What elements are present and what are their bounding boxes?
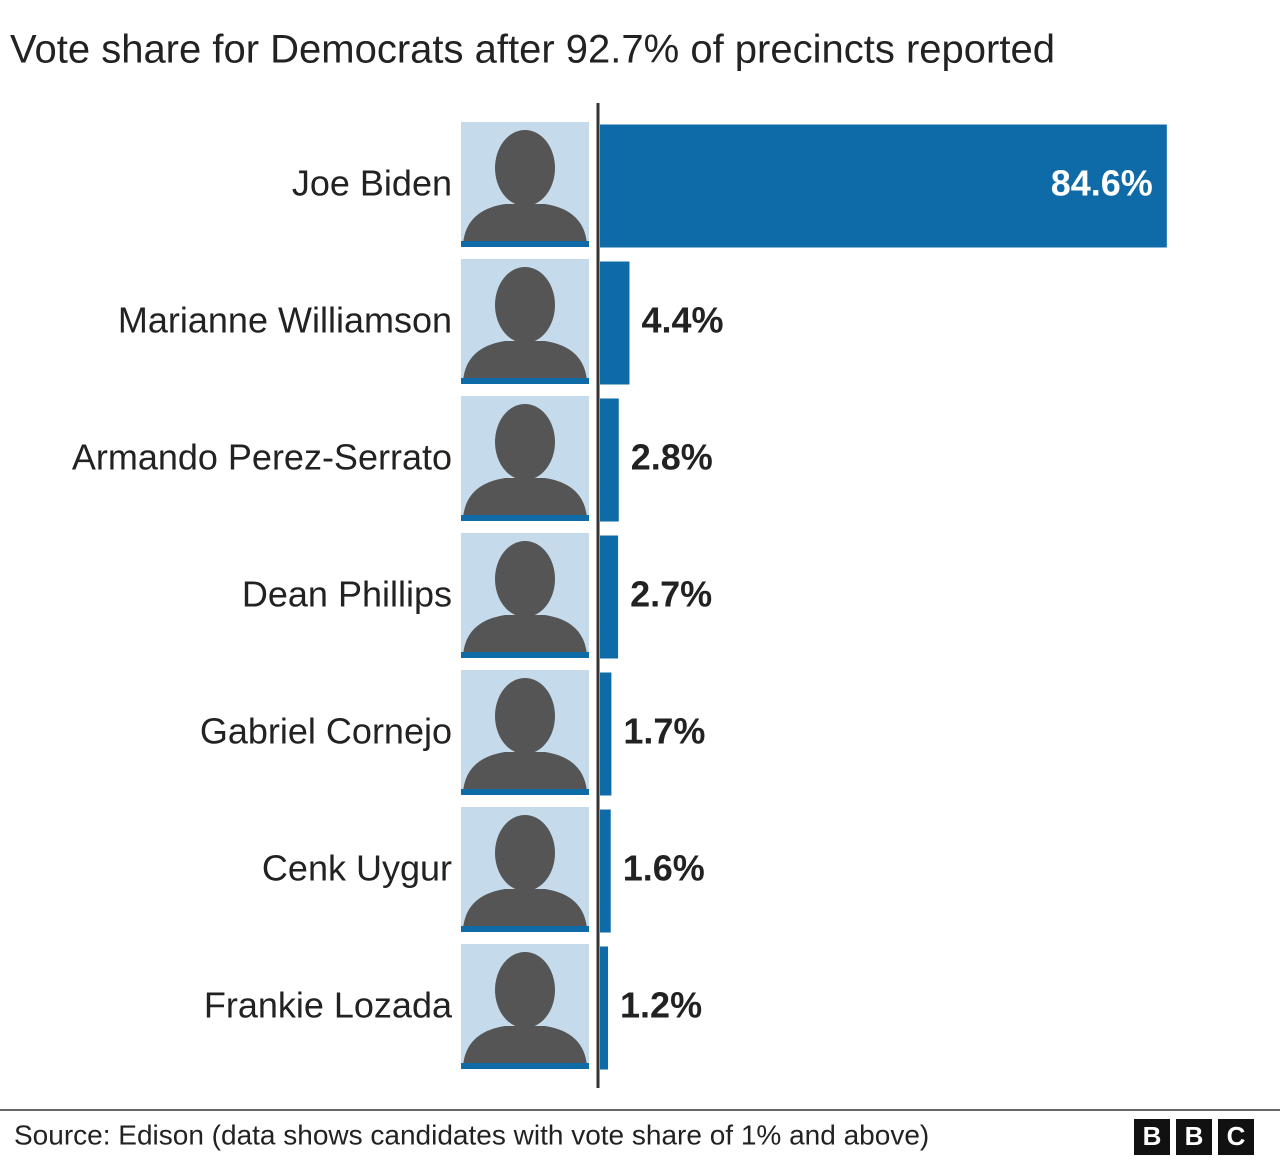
source: Source: Edison (data shows candidates wi… [14,1119,929,1150]
category-label: Frankie Lozada [204,985,453,1026]
portrait-body [463,615,587,655]
portrait-head [495,541,555,617]
portrait-strip [461,1063,589,1069]
portrait-body [463,889,587,929]
logo-letter: C [1227,1121,1246,1151]
portrait-strip [461,515,589,521]
value-label: 1.2% [620,985,702,1026]
value-label: 2.8% [631,437,713,478]
portrait [461,122,589,247]
bar [600,124,1167,248]
portrait-head [495,267,555,343]
bar [600,672,612,796]
portrait-head [495,952,555,1028]
portrait-strip [461,378,589,384]
value-label: 1.7% [623,711,705,752]
category-label: Armando Perez-Serrato [72,437,452,478]
logo-box [1176,1119,1212,1155]
category-label: Cenk Uygur [262,848,452,889]
bar [600,809,611,933]
portrait-head [495,130,555,206]
value-label: 84.6% [1051,163,1153,204]
logo-box [1218,1119,1254,1155]
portrait [461,259,589,384]
portrait-strip [461,241,589,247]
portrait-head [495,404,555,480]
portrait-strip [461,652,589,658]
portrait-head [495,678,555,754]
bar [600,535,619,659]
logo-box [1134,1119,1170,1155]
portrait-body [463,478,587,518]
value-label: 2.7% [630,574,712,615]
portrait-head [495,815,555,891]
portrait [461,670,589,795]
portrait [461,944,589,1069]
portrait [461,807,589,932]
logo-letter: B [1143,1121,1162,1151]
value-label: 1.6% [623,848,705,889]
bar [600,261,630,385]
portrait-body [463,341,587,381]
category-label: Dean Phillips [242,574,452,615]
category-label: Marianne Williamson [118,300,452,341]
portrait-body [463,1026,587,1066]
value-label: 4.4% [641,300,723,341]
bar [600,946,609,1070]
logo-letter: B [1185,1121,1204,1151]
chart-title: Vote share for Democrats after 92.7% of … [10,28,1055,72]
bar [600,398,619,522]
portrait [461,396,589,521]
portrait-body [463,204,587,244]
category-label: Gabriel Cornejo [200,711,452,752]
category-label: Joe Biden [292,163,452,204]
portrait-strip [461,789,589,795]
portrait [461,533,589,658]
portrait-strip [461,926,589,932]
portrait-body [463,752,587,792]
